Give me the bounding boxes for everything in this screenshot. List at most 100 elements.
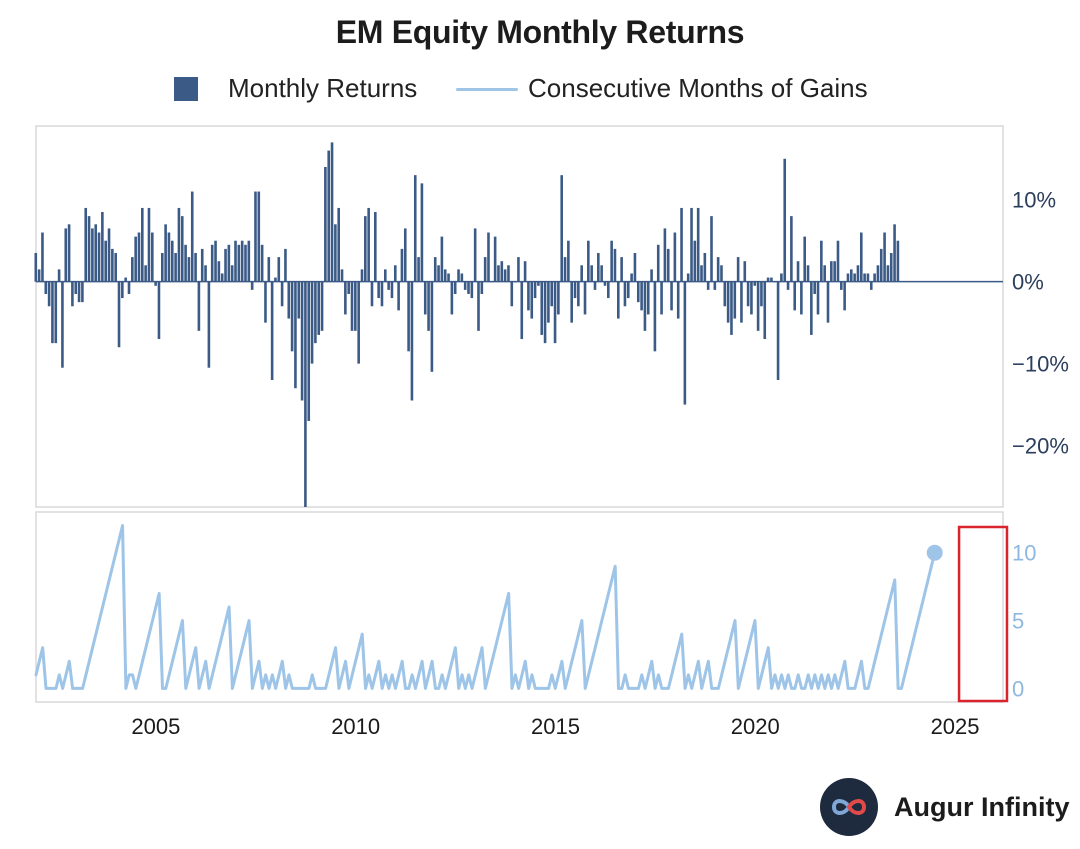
return-bar <box>623 281 627 307</box>
return-bar <box>840 281 843 290</box>
legend-line-label: Consecutive Months of Gains <box>528 73 868 103</box>
return-bar <box>141 207 144 282</box>
return-bar <box>67 224 71 282</box>
return-bar <box>220 273 224 282</box>
return-bar <box>630 273 633 282</box>
return-bar <box>427 281 430 331</box>
return-bar <box>813 281 816 294</box>
return-bar <box>510 281 514 307</box>
return-bar <box>470 281 474 299</box>
return-bar <box>783 158 787 282</box>
return-bar <box>170 240 174 282</box>
brand-name: Augur Infinity <box>894 792 1070 822</box>
return-bar <box>520 281 524 340</box>
return-bar <box>763 281 767 340</box>
return-bar <box>736 257 740 282</box>
return-bar <box>706 281 710 290</box>
return-bar <box>134 236 137 282</box>
return-bar <box>384 269 387 282</box>
streak-line <box>34 524 937 690</box>
return-bar <box>876 265 880 282</box>
return-bar <box>407 281 410 352</box>
return-bar <box>743 261 747 282</box>
return-bar <box>603 281 607 286</box>
return-bar <box>460 273 464 282</box>
return-bar <box>314 281 317 344</box>
return-bar <box>806 265 810 282</box>
return-bar <box>643 281 647 331</box>
return-bar <box>786 281 790 290</box>
return-bar <box>267 257 271 282</box>
latest-streak-highlight <box>957 525 1009 703</box>
return-bar <box>563 257 567 282</box>
return-bar <box>473 228 477 282</box>
return-bar <box>750 281 753 315</box>
return-bar <box>74 281 78 294</box>
return-bar <box>41 232 44 282</box>
return-bar <box>793 281 797 311</box>
return-bar <box>710 216 713 282</box>
return-bar <box>547 281 550 323</box>
return-bar <box>340 269 344 282</box>
y-tick-label-streak: 10 <box>1012 541 1036 566</box>
return-bar <box>780 273 783 282</box>
return-bar <box>766 277 770 282</box>
return-bar <box>137 232 141 282</box>
return-bar <box>626 281 630 299</box>
return-bar <box>54 281 58 344</box>
returns-bars <box>34 142 900 507</box>
y-tick-label-returns: −20% <box>1012 434 1069 459</box>
return-bar <box>663 228 667 282</box>
return-bar <box>320 281 324 331</box>
return-bar <box>57 269 61 282</box>
return-bar <box>280 281 284 307</box>
return-bar <box>690 207 693 282</box>
return-bar <box>590 265 593 282</box>
return-bar <box>886 265 890 282</box>
return-bar <box>324 166 327 282</box>
return-bar <box>859 232 863 282</box>
return-bar <box>190 191 194 282</box>
return-bar <box>430 281 434 372</box>
return-bar <box>300 281 304 401</box>
return-bar <box>487 232 490 282</box>
return-bar <box>310 281 314 364</box>
return-bar <box>803 236 806 282</box>
return-bar <box>467 281 470 294</box>
return-bar <box>94 224 98 282</box>
return-bar <box>304 281 307 507</box>
return-bar <box>810 281 813 335</box>
return-bar <box>294 281 297 389</box>
return-bar <box>770 277 773 282</box>
return-bar <box>557 281 560 315</box>
return-bar <box>583 281 587 315</box>
return-bar <box>364 216 367 282</box>
return-bar <box>497 265 500 282</box>
return-bar <box>327 150 331 282</box>
return-bar <box>244 244 247 282</box>
return-bar <box>477 281 480 331</box>
return-bar <box>210 244 214 282</box>
return-bar <box>127 281 131 294</box>
return-bar <box>543 281 547 344</box>
return-bar <box>676 281 680 319</box>
x-tick-label: 2025 <box>931 714 980 739</box>
return-bar <box>597 253 600 282</box>
return-bar <box>377 281 380 299</box>
return-bar <box>483 257 487 282</box>
return-bar <box>204 265 207 282</box>
return-bar <box>660 281 663 315</box>
return-bar <box>866 273 870 282</box>
return-bar <box>577 281 580 307</box>
return-bar <box>37 269 41 282</box>
y-tick-label-returns: 0% <box>1012 270 1044 295</box>
return-bar <box>580 265 583 282</box>
return-bar <box>397 281 400 311</box>
return-bar <box>696 207 700 282</box>
return-bar <box>636 281 640 303</box>
chart-title: EM Equity Monthly Returns <box>335 14 745 50</box>
return-bar <box>703 253 707 282</box>
return-bar <box>896 240 900 282</box>
return-bar <box>187 257 191 282</box>
return-bar <box>447 273 450 282</box>
